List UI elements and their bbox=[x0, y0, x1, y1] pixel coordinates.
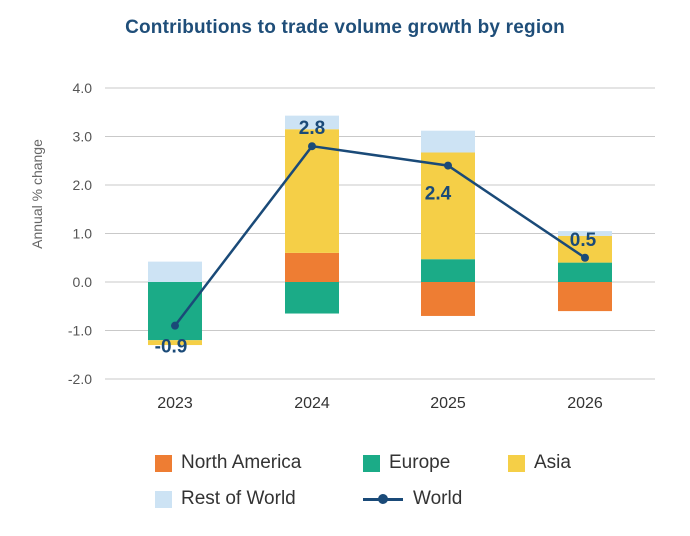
bar-segment-europe bbox=[421, 259, 475, 282]
world-data-label: -0.9 bbox=[155, 337, 188, 358]
world-data-label: 2.8 bbox=[299, 118, 325, 139]
bar-segment-rest-of-world bbox=[558, 231, 612, 236]
bar-segment-asia bbox=[421, 152, 475, 260]
legend-label-north-america: North America bbox=[181, 452, 302, 473]
legend-label-rest-of-world: Rest of World bbox=[181, 488, 296, 509]
y-tick-label: -1.0 bbox=[68, 323, 92, 339]
legend-item-asia: Asia bbox=[508, 452, 618, 474]
y-tick-label: 3.0 bbox=[73, 129, 93, 145]
y-tick-label: 2.0 bbox=[73, 177, 93, 193]
chart-legend: North America Europe Asia Rest of World … bbox=[155, 452, 615, 510]
world-data-label: 0.5 bbox=[570, 230, 597, 251]
bar-segment-north-america bbox=[558, 282, 612, 312]
legend-item-world: World bbox=[363, 488, 508, 510]
world-point bbox=[171, 321, 179, 330]
bar-segment-rest-of-world bbox=[421, 130, 475, 153]
bar-segment-rest-of-world bbox=[148, 261, 202, 282]
legend-swatch-north-america bbox=[155, 454, 172, 472]
bar-segment-north-america bbox=[285, 252, 339, 282]
world-point bbox=[444, 161, 452, 170]
legend-swatch-rest-of-world bbox=[155, 490, 172, 508]
x-tick-label: 2023 bbox=[157, 395, 193, 412]
bar-segment-rest-of-world bbox=[285, 115, 339, 130]
world-line bbox=[174, 144, 586, 327]
bar-segment-europe bbox=[558, 262, 612, 282]
legend-swatch-asia bbox=[508, 454, 525, 472]
y-tick-label: 4.0 bbox=[73, 80, 93, 96]
x-tick-label: 2026 bbox=[567, 395, 603, 412]
world-point bbox=[308, 142, 316, 151]
world-point bbox=[581, 253, 589, 262]
bar-segment-europe bbox=[148, 282, 202, 341]
legend-item-north-america: North America bbox=[155, 452, 363, 474]
bar-segment-asia bbox=[148, 340, 202, 346]
y-axis-label: Annual % change bbox=[29, 139, 45, 249]
y-tick-label: 0.0 bbox=[73, 274, 93, 290]
legend-swatch-europe bbox=[363, 454, 380, 472]
legend-label-asia: Asia bbox=[534, 452, 571, 473]
legend-label-europe: Europe bbox=[389, 452, 451, 473]
y-tick-label: 1.0 bbox=[73, 226, 93, 242]
y-tick-label: -2.0 bbox=[68, 371, 92, 387]
x-tick-label: 2024 bbox=[294, 395, 330, 412]
legend-label-world: World bbox=[413, 488, 463, 509]
legend-swatch-world bbox=[363, 491, 403, 508]
bar-segment-europe bbox=[285, 282, 339, 314]
chart-title: Contributions to trade volume growth by … bbox=[125, 17, 565, 38]
legend-item-rest-of-world: Rest of World bbox=[155, 488, 363, 510]
x-tick-label: 2025 bbox=[430, 395, 466, 412]
legend-item-europe: Europe bbox=[363, 452, 508, 474]
bar-segment-north-america bbox=[421, 282, 475, 316]
world-data-label: 2.4 bbox=[425, 184, 452, 205]
